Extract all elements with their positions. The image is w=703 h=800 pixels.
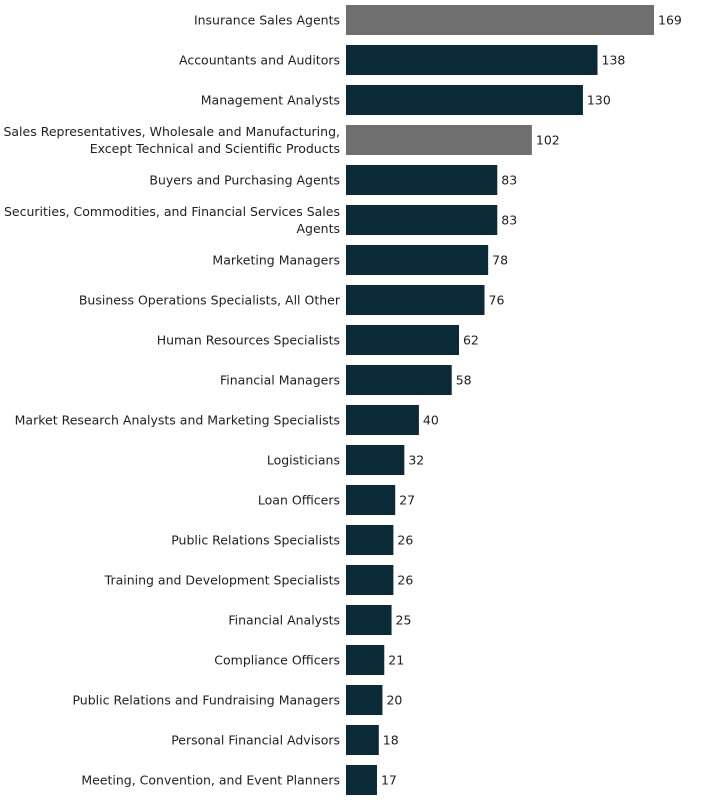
value-label: 83	[501, 173, 517, 188]
value-label: 130	[587, 93, 611, 108]
value-label: 21	[388, 653, 404, 668]
category-label: Compliance Officers	[214, 653, 340, 668]
bar	[346, 405, 419, 435]
bar	[346, 5, 654, 35]
bar	[346, 725, 379, 755]
bar	[346, 365, 452, 395]
value-label: 76	[489, 293, 505, 308]
bar	[346, 525, 394, 555]
value-label: 58	[456, 373, 472, 388]
value-label: 62	[463, 333, 479, 348]
category-label: Logisticians	[267, 453, 340, 468]
bars-group	[346, 5, 654, 795]
value-label: 78	[492, 253, 508, 268]
value-label: 138	[602, 53, 626, 68]
bar	[346, 565, 394, 595]
value-label: 102	[536, 133, 560, 148]
bar	[346, 125, 532, 155]
value-label: 27	[399, 493, 415, 508]
bar	[346, 485, 396, 515]
category-label: Financial Analysts	[228, 613, 340, 628]
value-label: 18	[383, 733, 399, 748]
category-label: Market Research Analysts and Marketing S…	[15, 413, 340, 428]
category-label: Training and Development Specialists	[104, 573, 340, 588]
category-labels-group: Insurance Sales Agents Accountants and Au…	[3, 13, 340, 788]
bar	[346, 765, 377, 795]
category-label: Management Analysts	[201, 93, 340, 108]
value-label: 26	[397, 573, 413, 588]
category-label: Personal Financial Advisors	[171, 733, 340, 748]
bar	[346, 325, 459, 355]
bar	[346, 85, 583, 115]
value-label: 20	[386, 693, 402, 708]
bar	[346, 45, 598, 75]
bar	[346, 685, 383, 715]
category-label: Accountants and Auditors	[179, 53, 340, 68]
bar	[346, 605, 392, 635]
bar	[346, 165, 498, 195]
value-label: 26	[397, 533, 413, 548]
category-label: Public Relations Specialists	[171, 533, 340, 548]
category-label: Securities, Commodities, and Financial S…	[4, 204, 340, 236]
bar	[346, 445, 405, 475]
bar	[346, 645, 385, 675]
category-label: Public Relations and Fundraising Manager…	[72, 693, 340, 708]
value-label: 83	[501, 213, 517, 228]
category-label: Sales Representatives, Wholesale and Man…	[3, 124, 340, 156]
category-label: Loan Officers	[258, 493, 340, 508]
value-label: 25	[396, 613, 412, 628]
category-label: Marketing Managers	[212, 253, 340, 268]
bar	[346, 285, 485, 315]
category-label: Financial Managers	[220, 373, 340, 388]
category-label: Human Resources Specialists	[157, 333, 340, 348]
category-label: Insurance Sales Agents	[194, 13, 340, 28]
category-label: Buyers and Purchasing Agents	[149, 173, 340, 188]
category-label: Business Operations Specialists, All Oth…	[79, 293, 341, 308]
bar	[346, 245, 489, 275]
value-label: 17	[381, 773, 397, 788]
value-label: 32	[408, 453, 424, 468]
category-label: Meeting, Convention, and Event Planners	[81, 773, 340, 788]
value-labels-group: 169 138 130 102 83 83 78 76 62 58 40 32 27 26 26 25 21 20…	[381, 13, 682, 788]
value-label: 169	[658, 13, 682, 28]
bar	[346, 205, 498, 235]
value-label: 40	[423, 413, 439, 428]
